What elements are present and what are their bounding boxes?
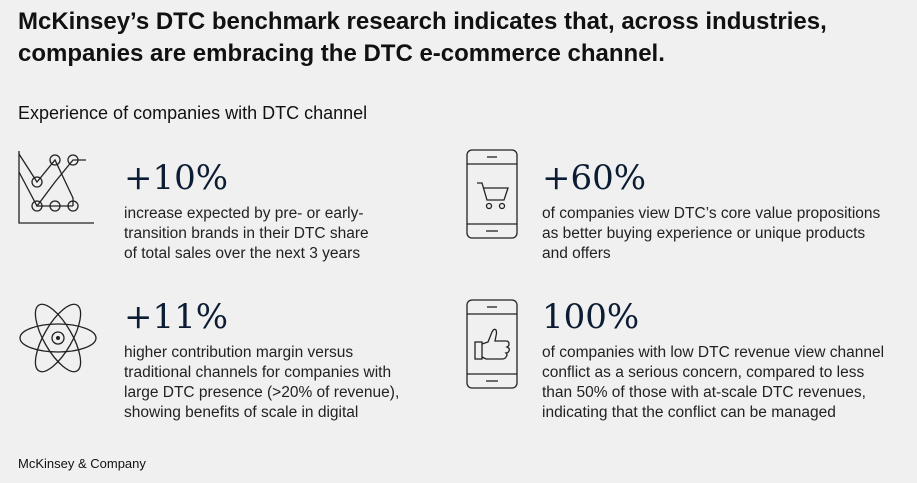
stat-description-line: of companies view DTC’s core value propo… [542, 205, 881, 222]
stat-description: higher contribution margin versus tradit… [124, 343, 399, 423]
stat-description: of companies with low DTC revenue view c… [542, 343, 884, 423]
stat-description-line: and offers [542, 245, 611, 262]
stat-description-line: transition brands in their DTC share [124, 225, 369, 242]
stat-description-line: as better buying experience or unique pr… [542, 225, 866, 242]
stat-value: 100% [542, 297, 640, 337]
stat-value: +10% [124, 158, 229, 198]
stat-description-line: of companies with low DTC revenue view c… [542, 344, 885, 361]
line-chart-icon [16, 148, 96, 228]
stat-description: of companies view DTC’s core value propo… [542, 204, 880, 264]
stat-description-line: traditional channels for companies with [124, 364, 392, 381]
stat-description-line: conflict as a serious concern, compared … [542, 364, 865, 381]
stat-description-line: than 50% of those with at-scale DTC reve… [542, 384, 866, 401]
stat-value: +11% [124, 297, 229, 337]
stat-description-line: showing benefits of scale in digital [124, 404, 359, 421]
atom-icon [16, 293, 100, 383]
stat-value: +60% [542, 158, 647, 198]
stat-description-line: large DTC presence (>20% of revenue), [124, 384, 400, 401]
mobile-thumbs-up-icon [464, 298, 520, 390]
stat-description-line: indicating that the conflict can be mana… [542, 404, 836, 421]
stat-description-line: of total sales over the next 3 years [124, 245, 361, 262]
stat-description-line: higher contribution margin versus [124, 344, 354, 361]
headline: McKinsey’s DTC benchmark research indica… [18, 8, 827, 67]
company-logo-text: McKinsey & Company [18, 456, 146, 471]
mobile-cart-icon [464, 148, 520, 240]
section-subhead: Experience of companies with DTC channel [18, 103, 368, 123]
stat-description-line: increase expected by pre- or early- [124, 205, 364, 222]
stat-description: increase expected by pre- or early- tran… [124, 204, 369, 264]
